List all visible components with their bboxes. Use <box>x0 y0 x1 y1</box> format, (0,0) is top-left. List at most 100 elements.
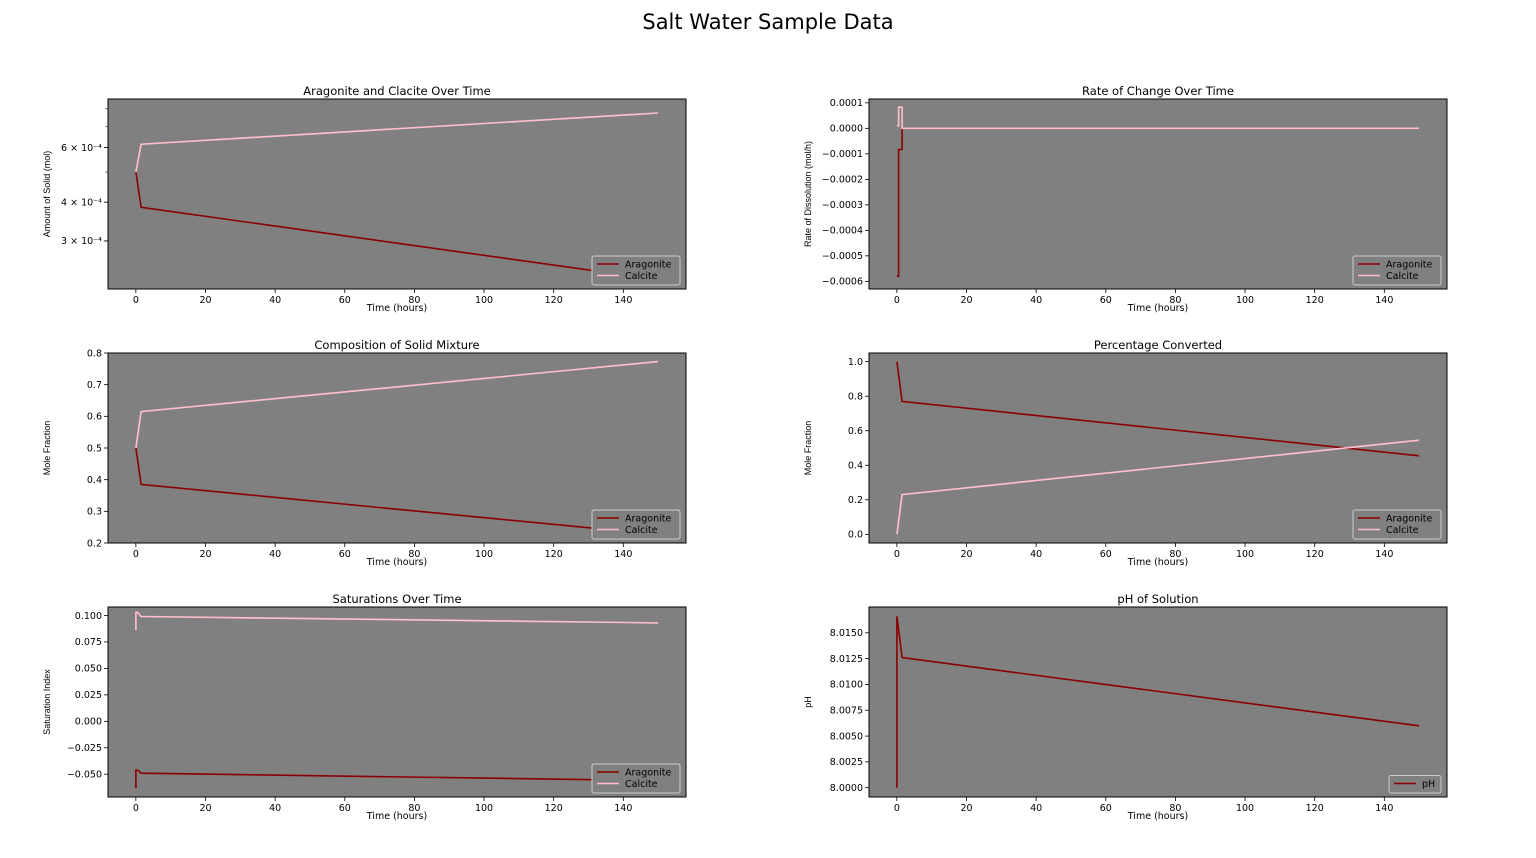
y-axis-label: Saturation Index <box>42 669 52 735</box>
y-tick-label: 0.6 <box>848 426 863 437</box>
x-tick-label: 40 <box>269 803 281 814</box>
y-tick-label: 0.8 <box>848 391 863 402</box>
series-line-calcite <box>896 106 1420 130</box>
y-tick-label: 8.0025 <box>830 757 863 768</box>
y-tick-label: −0.0005 <box>822 251 863 262</box>
y-tick-label: 0.100 <box>75 611 102 622</box>
axes-frame <box>107 606 687 798</box>
y-tick-label: 0.075 <box>75 637 102 648</box>
chart-title: pH of Solution <box>1117 592 1198 606</box>
y-axis-label: Mole Fraction <box>42 421 52 476</box>
y-tick-label: 0.2 <box>87 538 102 549</box>
legend-label: Calcite <box>1386 525 1419 536</box>
y-tick-label: 0.3 <box>87 507 102 518</box>
y-tick-label: 0.2 <box>848 495 863 506</box>
x-tick-label: 140 <box>614 295 632 306</box>
legend-label: Aragonite <box>625 513 671 524</box>
x-tick-label: 20 <box>199 803 211 814</box>
legend-label: Aragonite <box>1386 513 1432 524</box>
series-line-calcite <box>896 439 1420 535</box>
y-tick-label: 3 × 10⁻⁴ <box>61 236 102 247</box>
x-tick-label: 40 <box>1030 295 1042 306</box>
x-tick-label: 40 <box>269 549 281 560</box>
x-tick-label: 140 <box>1375 295 1393 306</box>
chart-panel-4: 0 20 40 60 80 100 120 140 1.0 0.8 0.6 0.4 0.2 0.0 Perc… <box>803 338 1448 568</box>
axes-frame <box>107 98 687 290</box>
y-tick-label: −0.025 <box>67 743 102 754</box>
y-axis-label: Amount of Solid (mol) <box>42 151 52 238</box>
y-tick-label: 4 × 10⁻⁴ <box>61 197 102 208</box>
y-tick-label: 0.5 <box>87 443 102 454</box>
y-tick-label: −0.0004 <box>822 226 863 237</box>
x-tick-label: 0 <box>133 549 139 560</box>
x-tick-label: 120 <box>545 803 563 814</box>
x-tick-label: 100 <box>1236 803 1254 814</box>
legend-label: pH <box>1422 779 1435 790</box>
chart-title: Aragonite and Clacite Over Time <box>303 84 490 98</box>
chart-title: Composition of Solid Mixture <box>314 338 479 352</box>
y-axis-label: Rate of Dissolution (mol/h) <box>803 141 813 247</box>
series-line-aragonite <box>896 361 1420 457</box>
x-tick-label: 120 <box>545 549 563 560</box>
axes-frame <box>868 352 1448 544</box>
x-tick-label: 40 <box>1030 549 1042 560</box>
x-tick-label: 0 <box>133 803 139 814</box>
x-tick-label: 140 <box>614 803 632 814</box>
plot-area <box>869 607 1447 797</box>
legend-label: Calcite <box>625 525 658 536</box>
x-tick-label: 80 <box>408 549 420 560</box>
series-group <box>135 112 659 281</box>
x-tick-label: 60 <box>339 803 351 814</box>
y-tick-label: 0.6 <box>87 412 102 423</box>
series-line-calcite <box>135 112 659 173</box>
x-tick-label: 20 <box>199 295 211 306</box>
plot-area <box>108 607 686 797</box>
plot-area <box>869 99 1447 289</box>
x-tick-label: 80 <box>1169 549 1181 560</box>
y-tick-label: 0.4 <box>848 461 863 472</box>
x-tick-label: 20 <box>960 295 972 306</box>
x-axis-label: Time (hours) <box>366 303 427 314</box>
x-tick-label: 20 <box>199 549 211 560</box>
chart-title: Percentage Converted <box>1094 338 1222 352</box>
chart-panel-1: 0 20 40 60 80 100 120 140 6 × 10⁻⁴ 4 × 10⁻⁴ 3 × 10… <box>42 84 687 314</box>
x-tick-label: 120 <box>1306 549 1324 560</box>
y-tick-label: 8.0150 <box>830 628 863 639</box>
series-group <box>135 360 659 536</box>
x-tick-label: 100 <box>475 549 493 560</box>
series-line-ph <box>896 616 1420 788</box>
y-tick-label: −0.0003 <box>822 200 863 211</box>
y-tick-label: 0.025 <box>75 690 102 701</box>
chart-panel-5: 0 20 40 60 80 100 120 140 0.100 0.075 0.050 0.025 0.… <box>42 592 687 822</box>
chart-title: Saturations Over Time <box>332 592 461 606</box>
plot-area <box>108 99 686 289</box>
x-tick-label: 120 <box>1306 295 1324 306</box>
y-tick-label: 8.0100 <box>830 680 863 691</box>
x-tick-label: 140 <box>1375 803 1393 814</box>
x-tick-label: 120 <box>545 295 563 306</box>
y-tick-label: 0.0000 <box>830 124 863 135</box>
x-tick-label: 60 <box>1100 803 1112 814</box>
x-tick-label: 60 <box>339 295 351 306</box>
legend-label: Calcite <box>625 779 658 790</box>
plot-area <box>108 353 686 543</box>
series-line-calcite <box>135 360 659 449</box>
x-axis-label: Time (hours) <box>1127 557 1188 568</box>
chart-panel-2: 0 20 40 60 80 100 120 140 0.0001 0.0000 −0.0001 −0.… <box>803 84 1448 314</box>
legend-label: Calcite <box>1386 271 1419 282</box>
y-tick-label: 0.8 <box>87 348 102 359</box>
series-line-aragonite <box>135 769 659 788</box>
x-tick-label: 100 <box>1236 549 1254 560</box>
series-group <box>896 106 1420 278</box>
y-tick-label: 1.0 <box>848 357 863 368</box>
x-tick-label: 40 <box>269 295 281 306</box>
legend-label: Calcite <box>625 271 658 282</box>
y-tick-label: 0.000 <box>75 717 102 728</box>
y-tick-label: 0.050 <box>75 664 102 675</box>
y-tick-label: −0.0006 <box>822 277 863 288</box>
chart-panel-3: 0 20 40 60 80 100 120 140 0.8 0.7 0.6 0.5 0.4 0.3 0.2 C… <box>42 338 687 568</box>
x-tick-label: 120 <box>1306 803 1324 814</box>
legend-label: Aragonite <box>625 767 671 778</box>
